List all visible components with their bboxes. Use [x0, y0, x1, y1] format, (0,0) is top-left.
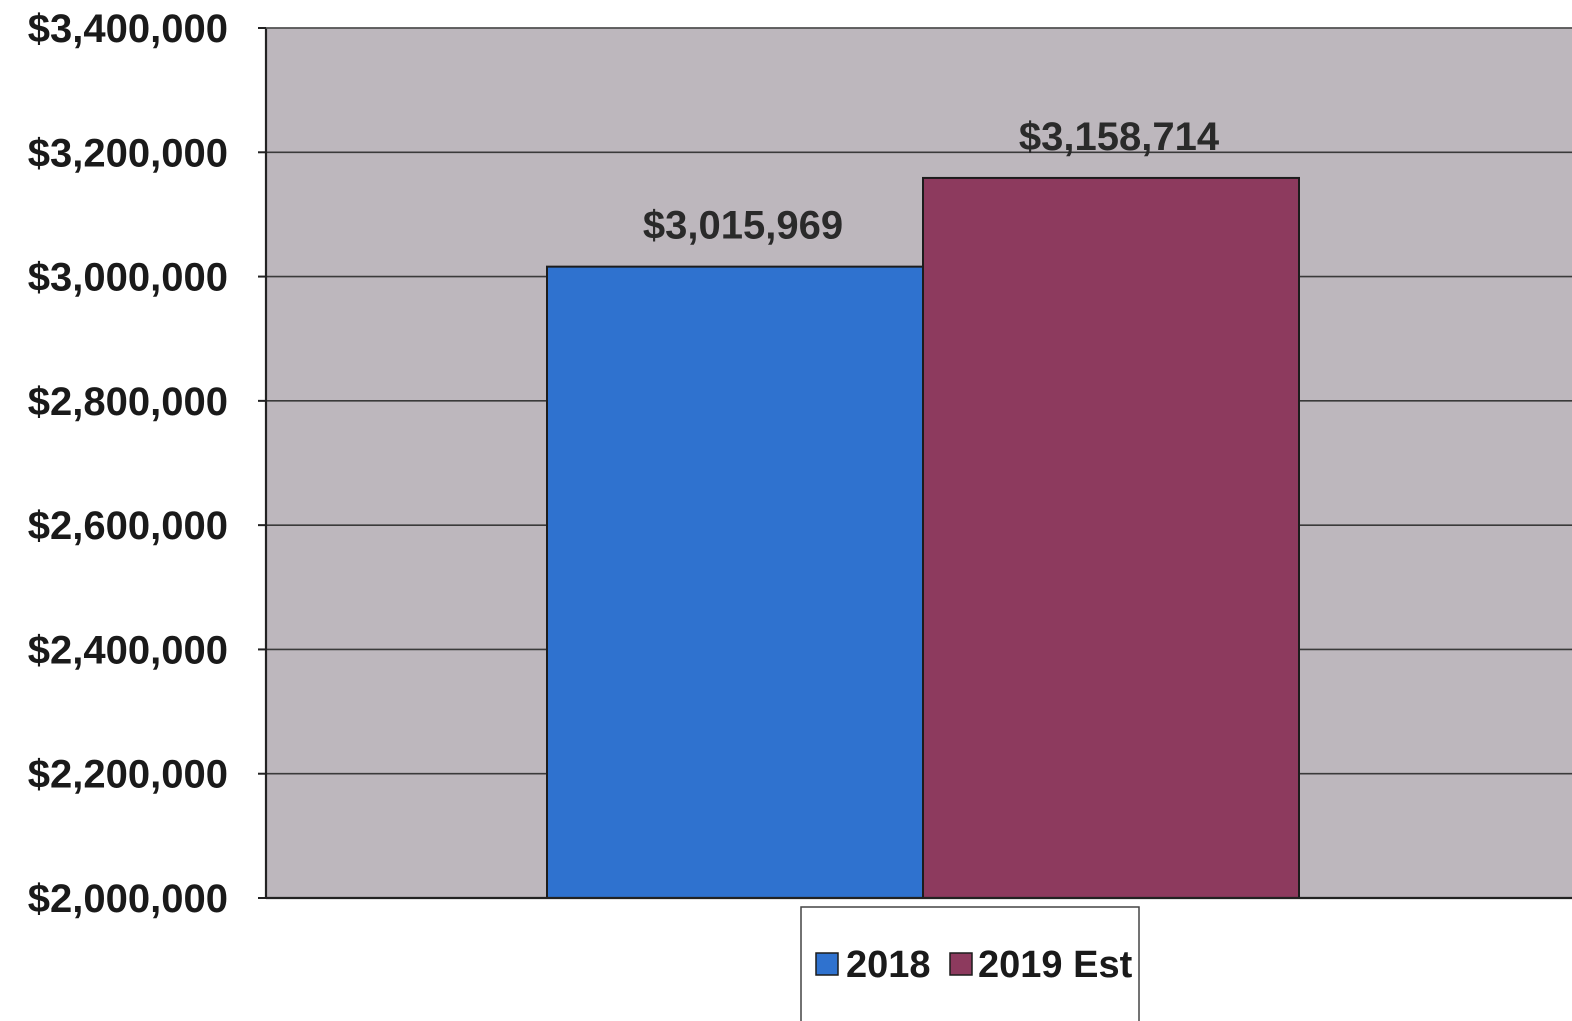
bar-2019-est: [922, 176, 1300, 899]
y-tick-label: $3,200,000: [28, 131, 228, 175]
y-tick-label: $2,400,000: [28, 628, 228, 672]
bar-2018: [546, 265, 924, 899]
data-label: $3,158,714: [1019, 115, 1220, 159]
legend-label: 2018: [846, 944, 931, 986]
y-tick-label: $3,400,000: [28, 7, 228, 51]
y-tick-label: $2,800,000: [28, 380, 228, 424]
legend-label: 2019 Est: [978, 944, 1133, 986]
data-labels: $3,015,969 $3,158,714: [643, 115, 1220, 248]
legend-swatch: [949, 952, 973, 976]
y-axis: $2,000,000 $2,200,000 $2,400,000 $2,600,000…: [28, 7, 1572, 921]
bars: [546, 176, 1300, 899]
legend-swatch: [815, 952, 839, 976]
y-tick-label: $3,000,000: [28, 256, 228, 300]
y-tick-label: $2,600,000: [28, 504, 228, 548]
data-label: $3,015,969: [643, 204, 843, 248]
legend: 2018 2019 Est: [800, 906, 1140, 1021]
y-tick-label: $2,000,000: [28, 877, 228, 921]
y-tick-label: $2,200,000: [28, 753, 228, 797]
